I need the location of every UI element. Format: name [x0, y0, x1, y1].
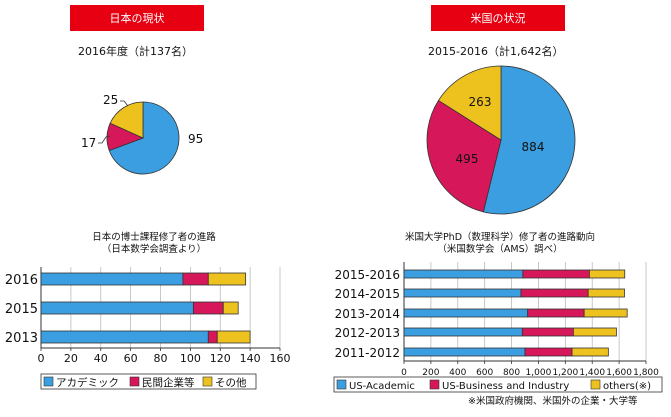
us-legend-swatch-academic — [336, 379, 347, 390]
japan-legend-label-others: その他 — [215, 376, 247, 389]
japan-bar-tick-label: 0 — [38, 352, 45, 365]
japan-bar-bar-others — [216, 330, 251, 344]
us-legend-box — [333, 376, 663, 393]
japan-pie-label-business: 17 — [81, 136, 96, 150]
us-bar-category-label: 2014-2015 — [335, 287, 400, 301]
japan-bar-tick-label: 40 — [94, 352, 108, 365]
us-subtitle: 2015-2016（計1,642名） — [428, 45, 564, 58]
us-bar-bar-business — [522, 269, 590, 279]
us-bar-tick-label: 1,400 — [579, 368, 605, 378]
us-bar-tick-label: 600 — [476, 368, 493, 378]
japan-bar-bar-business — [192, 301, 224, 315]
japan-bar-tick-label: 20 — [64, 352, 78, 365]
japan-bar-bar-others — [222, 301, 239, 315]
us-bar-bar-others — [583, 308, 628, 318]
japan-subtitle: 2016年度（計137名） — [78, 45, 193, 58]
japan-legend-box — [40, 373, 257, 390]
us-bar-bar-academic — [403, 269, 524, 279]
japan-bar-bar-business — [207, 330, 218, 344]
us-legend-swatch-business — [429, 379, 440, 390]
us-bar-tick-label: 1,600 — [606, 368, 632, 378]
japan-bar-tick-label: 60 — [124, 352, 138, 365]
japan-bar-tick-label: 80 — [154, 352, 168, 365]
us-bar-bar-business — [520, 288, 589, 298]
japan-pie-slice-academic — [108, 101, 180, 175]
us-bar-tick-label: 800 — [503, 368, 520, 378]
us-bar-bar-academic — [403, 347, 526, 357]
japan-bar-bar-business — [182, 272, 209, 286]
japan-pie-leader-business — [98, 135, 111, 144]
us-pie-label-business: 495 — [456, 152, 479, 166]
japan-bar-bar-academic — [40, 330, 209, 344]
us-bar-category-label: 2015-2016 — [335, 268, 400, 282]
japan-bar-bar-others — [207, 272, 247, 286]
japan-bar-bar-academic — [40, 301, 194, 315]
japan-legend-swatch-others — [202, 376, 213, 387]
japan-header: 日本の現状 — [70, 5, 204, 31]
japan-bar-category-label: 2013 — [5, 331, 38, 346]
us-bar-category-label: 2013-2014 — [335, 307, 400, 321]
us-bar-tick-label: 1,000 — [526, 368, 552, 378]
us-pie-slice-business — [426, 99, 502, 213]
japan-legend-label-business: 民間企業等 — [142, 376, 195, 389]
us-bar-bar-others — [571, 347, 609, 357]
us-legend-swatch-others — [590, 379, 601, 390]
us-bar-bar-academic — [403, 288, 522, 298]
japan-bar-tick-label: 100 — [180, 352, 201, 365]
us-bar-tick-label: 400 — [449, 368, 466, 378]
us-pie-slice-others — [437, 65, 502, 141]
us-header: 米国の状況 — [431, 5, 565, 31]
us-bar-bar-business — [524, 347, 573, 357]
us-bar-bar-business — [521, 327, 574, 337]
japan-pie-leader-others — [120, 100, 129, 107]
us-bar-bar-academic — [403, 327, 523, 337]
us-bar-tick-label: 200 — [422, 368, 439, 378]
us-legend-label-others: others(※) — [603, 381, 651, 392]
japan-bar-title-line1: 日本の博士課程修了者の進路 — [92, 232, 216, 243]
us-pie-label-academic: 884 — [522, 140, 545, 154]
japan-legend-label-academic: アカデミック — [56, 376, 119, 389]
us-bar-tick-label: 0 — [401, 368, 407, 378]
us-bar-tick-label: 1,800 — [633, 368, 659, 378]
japan-bar-tick-label: 160 — [270, 352, 291, 365]
us-bar-bar-others — [587, 288, 625, 298]
us-footnote: ※米国政府機関、米国外の企業・大学等 — [468, 396, 638, 407]
us-pie-slice-academic — [482, 65, 576, 215]
japan-legend-swatch-academic — [43, 376, 54, 387]
us-legend-label-academic: US-Academic — [349, 381, 415, 392]
us-bar-category-label: 2012-2013 — [335, 326, 400, 340]
us-legend-label-business: US-Business and Industry — [442, 381, 569, 392]
us-bar-bar-business — [527, 308, 585, 318]
us-bar-title-line2: （米国数学会（AMS）調べ） — [437, 244, 563, 255]
us-bar-category-label: 2011-2012 — [335, 346, 400, 360]
japan-bar-category-label: 2015 — [5, 302, 38, 317]
japan-bar-bar-academic — [40, 272, 184, 286]
us-bar-tick-label: 1,200 — [552, 368, 578, 378]
japan-bar-tick-label: 120 — [210, 352, 231, 365]
us-bar-title-line1: 米国大学PhD（数理科学）修了者の進路動向 — [404, 232, 596, 243]
japan-pie-slice-others — [109, 101, 144, 139]
us-bar-bar-academic — [403, 308, 529, 318]
us-bar-bar-others — [573, 327, 617, 337]
japan-bar-category-label: 2016 — [5, 273, 38, 288]
japan-pie-label-academic: 95 — [188, 132, 203, 146]
japan-pie-label-others: 25 — [103, 93, 118, 107]
japan-bar-title-line2: （日本数学会調査より） — [101, 244, 207, 255]
japan-bar-tick-label: 140 — [240, 352, 261, 365]
japan-legend-swatch-business — [129, 376, 140, 387]
us-pie-label-others: 263 — [469, 95, 492, 109]
us-bar-bar-others — [589, 269, 626, 279]
